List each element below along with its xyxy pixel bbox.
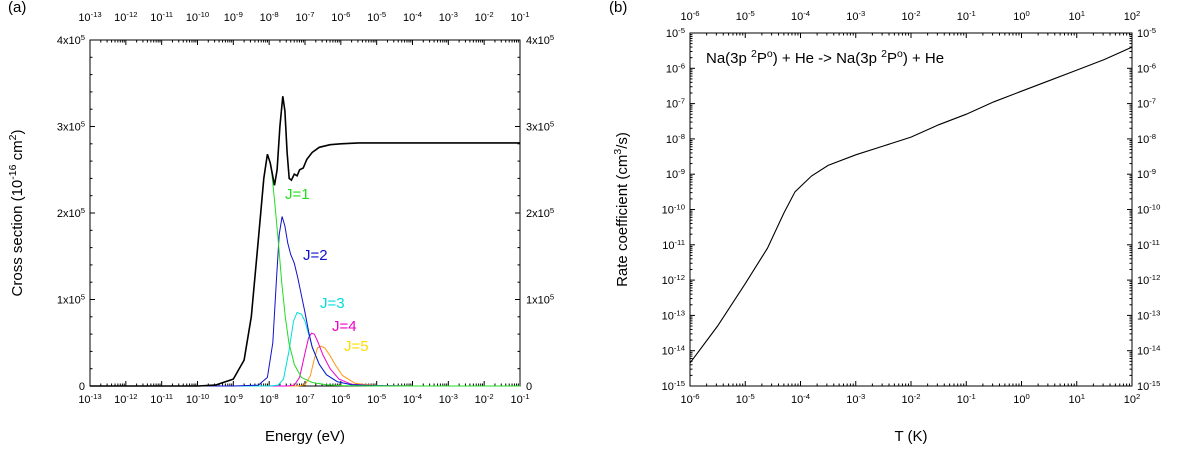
x-tick-label: 10-2 bbox=[475, 392, 494, 407]
series-line-j2 bbox=[90, 216, 520, 387]
x-tick-label: 10-1 bbox=[510, 392, 529, 407]
x-tick-label: 100 bbox=[1013, 392, 1030, 407]
y-tick-label: 4x105 bbox=[57, 33, 85, 48]
x-tick-label-top: 102 bbox=[1124, 9, 1141, 24]
reaction-annotation: Na(3p 2Po) + He -> Na(3p 2Po) + He bbox=[706, 48, 944, 67]
x-tick-label-top: 10-7 bbox=[295, 10, 314, 25]
x-tick-label: 10-8 bbox=[260, 392, 279, 407]
x-tick-label-top: 100 bbox=[1013, 9, 1030, 24]
x-tick-label: 10-5 bbox=[736, 392, 755, 407]
y-tick-label: 10-12 bbox=[662, 273, 685, 288]
x-tick-label-top: 10-5 bbox=[367, 10, 386, 25]
y-tick-label-right: 4x105 bbox=[526, 33, 554, 48]
y-tick-label: 10-5 bbox=[666, 26, 685, 41]
x-tick-label-top: 10-6 bbox=[680, 9, 699, 24]
y-tick-label: 10-14 bbox=[662, 343, 686, 358]
series-line-rate bbox=[689, 46, 1133, 364]
y-tick-label: 10-9 bbox=[666, 167, 685, 182]
series-line-total bbox=[90, 96, 520, 387]
x-tick-label: 10-3 bbox=[439, 392, 458, 407]
x-tick-label-top: 10-1 bbox=[957, 9, 976, 24]
plot-frame bbox=[89, 39, 521, 387]
y-tick-label-right: 10-15 bbox=[1137, 379, 1160, 394]
y-tick-label-right: 10-8 bbox=[1137, 131, 1156, 146]
series-label-j4: J=4 bbox=[332, 318, 357, 335]
y-tick-label-right: 1x105 bbox=[526, 292, 554, 307]
x-tick-label: 10-12 bbox=[114, 392, 137, 407]
y-tick-label-right: 0 bbox=[526, 381, 532, 393]
x-tick-label: 10-7 bbox=[295, 392, 314, 407]
y-tick-label-right: 10-5 bbox=[1137, 26, 1156, 41]
y-tick-label: 10-10 bbox=[662, 202, 685, 217]
x-tick-label-top: 10-5 bbox=[736, 9, 755, 24]
x-tick-label-top: 10-10 bbox=[186, 10, 209, 25]
y-tick-label: 10-15 bbox=[662, 379, 685, 394]
x-tick-label-top: 10-1 bbox=[510, 10, 529, 25]
y-tick-label-right: 10-13 bbox=[1137, 308, 1160, 323]
y-tick-label: 1x105 bbox=[57, 292, 85, 307]
y-tick-label-right: 10-7 bbox=[1137, 96, 1156, 111]
x-tick-label: 102 bbox=[1124, 392, 1141, 407]
x-tick-label-top: 10-8 bbox=[260, 10, 279, 25]
x-axis-title: Energy (eV) bbox=[265, 428, 345, 445]
x-tick-label: 10-3 bbox=[846, 392, 865, 407]
panel-a-chart: (a)10-1310-1310-1210-1210-1110-1110-1010… bbox=[7, 0, 554, 445]
x-tick-label-top: 10-6 bbox=[331, 10, 350, 25]
x-tick-label-top: 10-4 bbox=[791, 9, 811, 24]
y-tick-label: 10-13 bbox=[662, 308, 685, 323]
x-tick-label: 10-6 bbox=[680, 392, 699, 407]
plot-frame bbox=[689, 32, 1133, 387]
x-tick-label-top: 10-12 bbox=[114, 10, 137, 25]
x-tick-label: 10-10 bbox=[186, 392, 209, 407]
y-tick-label-right: 10-10 bbox=[1137, 202, 1160, 217]
series-line-j3 bbox=[90, 311, 520, 387]
y-tick-label: 2x105 bbox=[57, 206, 85, 221]
x-tick-label: 10-11 bbox=[150, 392, 173, 407]
y-tick-label-right: 3x105 bbox=[526, 119, 554, 134]
x-tick-label: 10-13 bbox=[78, 392, 101, 407]
series-label-j1: J=1 bbox=[285, 186, 310, 203]
y-axis-title: Cross section (10-16 cm2) bbox=[7, 130, 26, 297]
x-tick-label: 10-4 bbox=[403, 392, 423, 407]
x-tick-label-top: 10-11 bbox=[150, 10, 173, 25]
x-tick-label-top: 101 bbox=[1068, 9, 1085, 24]
y-tick-label: 3x105 bbox=[57, 119, 85, 134]
y-tick-label-right: 2x105 bbox=[526, 206, 554, 221]
x-tick-label: 10-2 bbox=[901, 392, 920, 407]
x-tick-label-top: 10-3 bbox=[439, 10, 458, 25]
y-tick-label: 10-7 bbox=[666, 96, 685, 111]
y-tick-label-right: 10-6 bbox=[1137, 61, 1156, 76]
series-label-j2: J=2 bbox=[303, 247, 328, 264]
series-label-j5: J=5 bbox=[344, 338, 369, 355]
x-tick-label-top: 10-4 bbox=[403, 10, 423, 25]
y-tick-label-right: 10-9 bbox=[1137, 167, 1156, 182]
y-tick-label: 0 bbox=[79, 381, 85, 393]
panel-label: (b) bbox=[609, 0, 627, 16]
x-tick-label: 101 bbox=[1068, 392, 1085, 407]
panel-b-chart: (b) 10-6 10-6 10-5 10-5 10-4 10-4 10-3 10-3 10-2 1… bbox=[609, 0, 1161, 445]
y-tick-label: 10-8 bbox=[666, 131, 685, 146]
series-line-j4 bbox=[90, 332, 520, 387]
x-tick-label: 10-5 bbox=[367, 392, 386, 407]
x-axis-title: T (K) bbox=[894, 428, 927, 445]
x-tick-label-top: 10-13 bbox=[78, 10, 101, 25]
x-tick-label: 10-4 bbox=[791, 392, 811, 407]
y-tick-label-right: 10-14 bbox=[1137, 343, 1161, 358]
y-tick-label: 10-6 bbox=[666, 61, 685, 76]
x-tick-label: 10-6 bbox=[331, 392, 350, 407]
x-tick-label: 10-1 bbox=[957, 392, 976, 407]
series-label-j3: J=3 bbox=[320, 295, 345, 312]
y-tick-label-right: 10-11 bbox=[1137, 237, 1160, 252]
panel-label: (a) bbox=[8, 0, 26, 16]
y-tick-label: 10-11 bbox=[662, 237, 685, 252]
y-axis-title: Rate coefficient (cm3/s) bbox=[612, 132, 631, 287]
x-tick-label: 10-9 bbox=[224, 392, 243, 407]
x-tick-label-top: 10-9 bbox=[224, 10, 243, 25]
x-tick-label-top: 10-2 bbox=[475, 10, 494, 25]
x-tick-label-top: 10-3 bbox=[846, 9, 865, 24]
y-tick-label-right: 10-12 bbox=[1137, 273, 1160, 288]
x-tick-label-top: 10-2 bbox=[901, 9, 920, 24]
